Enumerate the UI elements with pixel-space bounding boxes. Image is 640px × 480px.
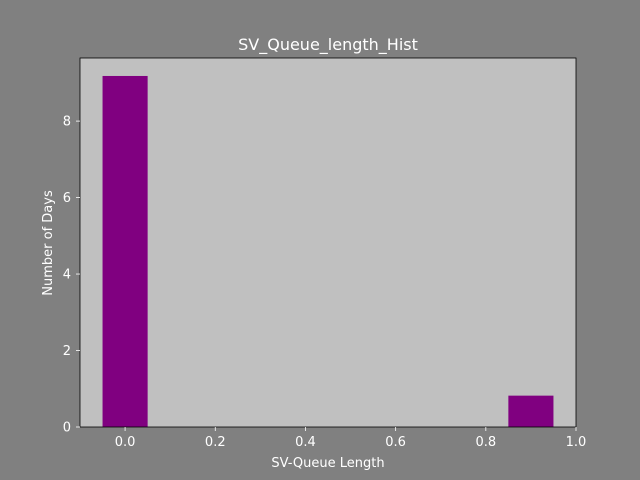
chart-title: SV_Queue_length_Hist: [238, 35, 418, 55]
x-tick-label: 0.8: [475, 435, 496, 450]
y-axis-ticks: 0 2 4 6 8: [63, 115, 80, 436]
plot-frame: [79, 57, 577, 428]
x-axis-label: SV-Queue Length: [271, 456, 384, 471]
x-tick-label: 0.4: [295, 435, 316, 450]
y-tick-label: 8: [63, 115, 71, 130]
bar-1: [508, 395, 554, 427]
x-tick-label: 1.0: [566, 435, 587, 450]
x-tick-label: 0.6: [385, 435, 406, 450]
y-tick-label: 4: [63, 268, 71, 283]
y-axis-label: Number of Days: [41, 190, 56, 296]
x-tick-label: 0.0: [115, 435, 136, 450]
y-tick-label: 0: [63, 421, 71, 436]
x-tick-label: 0.2: [205, 435, 226, 450]
y-tick-label: 6: [63, 191, 71, 206]
x-axis-ticks: 0.0 0.2 0.4 0.6 0.8 1.0: [115, 427, 587, 450]
bar-0: [102, 75, 148, 428]
plot-area: [80, 58, 576, 427]
bars-layer: [102, 75, 554, 428]
y-tick-label: 2: [63, 344, 71, 359]
